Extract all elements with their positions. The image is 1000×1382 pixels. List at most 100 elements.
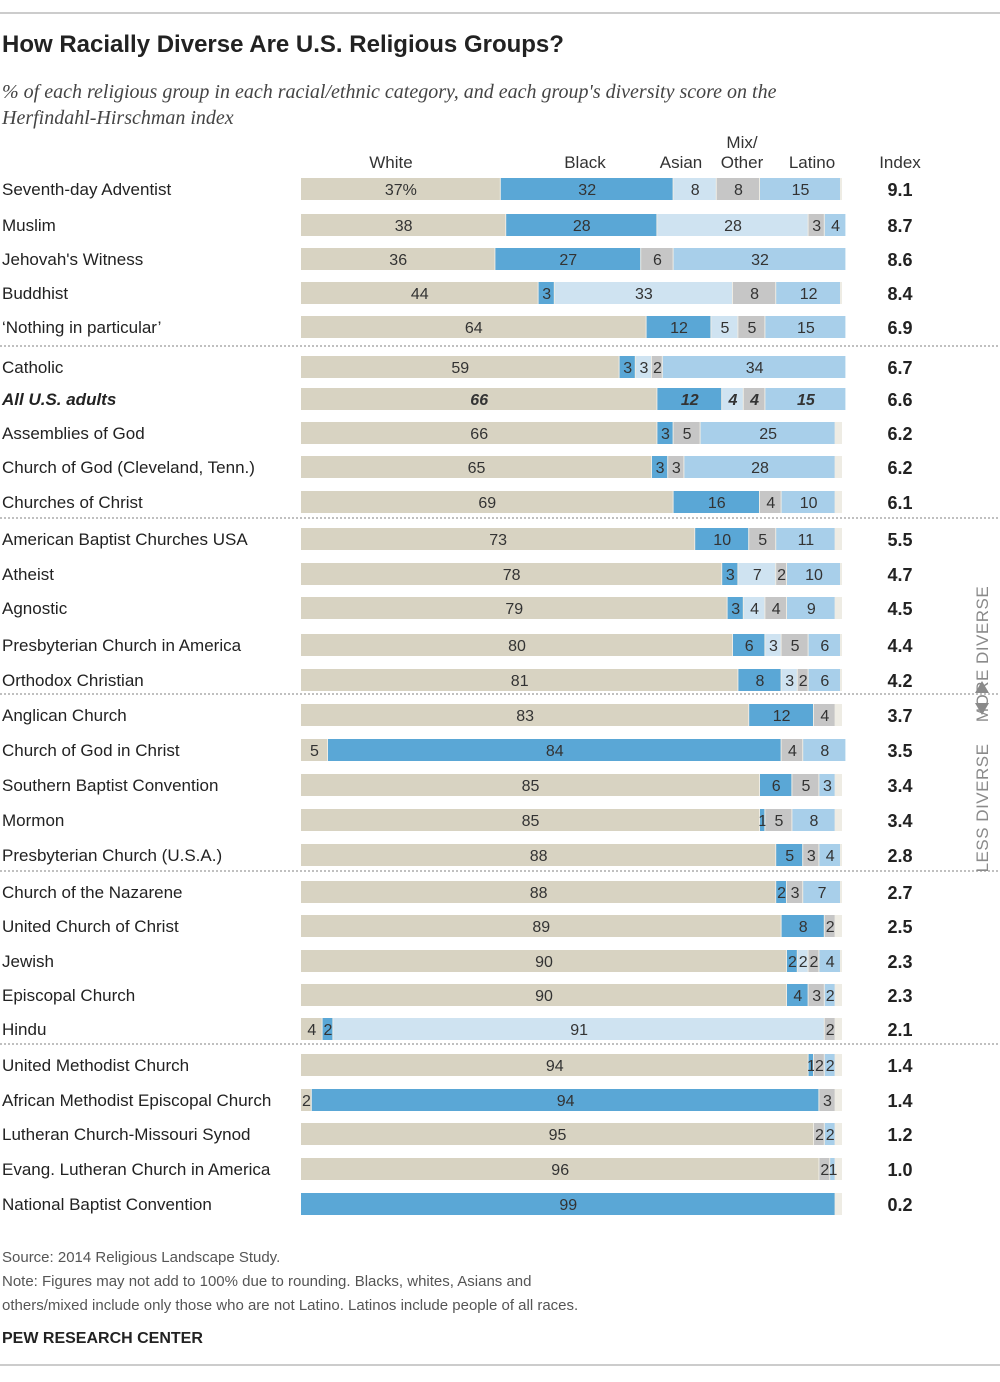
bar-value-mixother: 2: [777, 567, 786, 584]
index-value: 6.6: [887, 390, 912, 410]
bar-segment-asian: [738, 563, 776, 585]
bar-value-black: 2: [324, 1022, 333, 1039]
bar-value-asian: 4: [728, 392, 738, 409]
bar-value-latino: 4: [826, 954, 835, 971]
bar-segment-white: [301, 388, 657, 410]
bar-segment-black: [673, 491, 759, 513]
bar-value-latino: 10: [805, 567, 823, 584]
bar-segment-white: [301, 915, 781, 937]
bar-value-black: 3: [542, 286, 551, 303]
column-header-mixother-line2: Other: [721, 153, 764, 172]
bar-value-asian: 33: [635, 286, 653, 303]
row-label: Seventh-day Adventist: [2, 180, 171, 199]
note-line2: others/mixed include only those who are …: [2, 1297, 578, 1314]
bar-value-black: 16: [708, 495, 726, 512]
row-label: Church of God in Christ: [2, 741, 180, 760]
index-value: 4.7: [887, 565, 912, 585]
index-value: 2.1: [887, 1020, 912, 1040]
row-label: Catholic: [2, 358, 64, 377]
bar-segment-white: [301, 491, 673, 513]
index-value: 5.5: [887, 530, 912, 550]
bar-value-asian: 3: [769, 638, 778, 655]
bar-value-white: 44: [411, 286, 429, 303]
bar-value-black: 6: [772, 778, 781, 795]
bar-segment-latino: [803, 881, 840, 903]
bar-segment-black: [760, 774, 792, 796]
bar-segment-asian: [554, 282, 732, 304]
bar-segment-mixother: [733, 282, 776, 304]
bar-value-mixother: 2: [820, 1162, 829, 1179]
row-label: Jewish: [2, 952, 54, 971]
bar-value-mixother: 2: [826, 919, 835, 936]
bar-value-latino: 15: [797, 392, 816, 409]
row-label: African Methodist Episcopal Church: [2, 1091, 271, 1110]
bar-segment-latino: [819, 774, 835, 796]
bar-value-white: 80: [508, 638, 526, 655]
index-value: 1.4: [887, 1056, 912, 1076]
column-header-latino: Latino: [789, 153, 835, 172]
index-value: 8.6: [887, 250, 912, 270]
bar-value-latino: 6: [820, 638, 829, 655]
bar-value-white: 66: [470, 392, 488, 409]
bar-segment-mixother: [797, 669, 808, 691]
bar-segment-white: [301, 316, 646, 338]
bar-segment-asian: [711, 316, 738, 338]
bar-segment-latino: [787, 563, 840, 585]
bar-segment-white: [301, 1089, 311, 1111]
bar-segment-mixother: [765, 597, 786, 619]
row-label: Presbyterian Church in America: [2, 636, 242, 655]
bar-value-white: 66: [470, 426, 488, 443]
bar-value-black: 2: [788, 954, 797, 971]
bar-value-mixother: 3: [791, 885, 800, 902]
bar-value-mixother: 5: [801, 778, 810, 795]
column-header-asian: Asian: [660, 153, 703, 172]
brand-label: PEW RESEARCH CENTER: [2, 1330, 203, 1347]
bar-segment-latino: [781, 491, 835, 513]
up-arrow-icon: [975, 681, 989, 693]
bar-segment-latino: [819, 950, 840, 972]
bar-segment-latino: [824, 214, 846, 236]
bar-value-latino: 12: [800, 286, 818, 303]
bar-segment-mixother: [760, 491, 781, 513]
bar-segment-latino: [792, 809, 835, 831]
bar-value-mixother: 3: [807, 848, 816, 865]
bar-value-black: 27: [559, 252, 577, 269]
bar-value-latino: 25: [759, 426, 777, 443]
bar-segment-mixother: [716, 178, 759, 200]
bar-value-latino: 10: [800, 495, 818, 512]
bar-value-black: 2: [777, 885, 786, 902]
bar-value-latino: 3: [823, 778, 832, 795]
bar-value-black: 3: [656, 460, 665, 477]
bar-segment-mixother: [668, 456, 684, 478]
bar-value-black: 8: [756, 673, 765, 690]
bar-segment-asian: [673, 178, 716, 200]
bar-segment-mixother: [808, 214, 824, 236]
bar-value-black: 12: [681, 392, 699, 409]
less-diverse-label: LESS DIVERSE: [973, 744, 992, 873]
index-value: 4.5: [887, 599, 912, 619]
row-label: Jehovah's Witness: [2, 250, 143, 269]
bar-segment-mixother: [814, 1123, 824, 1145]
row-label: American Baptist Churches USA: [2, 530, 248, 549]
bar-segment-white: [301, 282, 538, 304]
bar-value-black: 94: [557, 1093, 575, 1110]
bar-segment-latino: [760, 178, 840, 200]
bar-segment-mixother: [776, 563, 786, 585]
bar-segment-asian: [635, 356, 651, 378]
bar-value-mixother: 2: [653, 360, 662, 377]
bar-value-latino: 2: [826, 988, 835, 1005]
bar-segment-mixother: [781, 739, 803, 761]
bar-segment-white: [301, 597, 727, 619]
column-header-white: White: [369, 153, 412, 172]
bar-segment-black: [760, 809, 765, 831]
bar-segment-mixother: [814, 1054, 824, 1076]
row-label: Evang. Lutheran Church in America: [2, 1160, 271, 1179]
bar-segment-latino: [765, 316, 846, 338]
bar-segment-mixother: [749, 528, 776, 550]
bar-segment-white: [301, 456, 651, 478]
bar-value-mixother: 4: [766, 495, 775, 512]
bar-value-black: 8: [799, 919, 808, 936]
bar-value-black: 99: [559, 1197, 577, 1214]
